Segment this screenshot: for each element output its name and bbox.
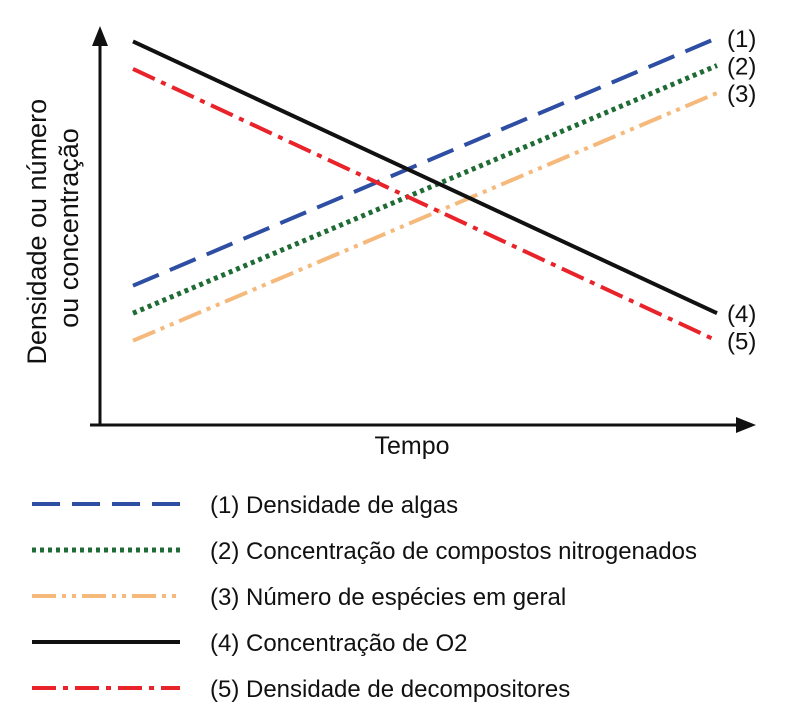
series-end-label-1: (1)	[727, 26, 756, 53]
legend-label-2: (2) Concentração de compostos nitrogenad…	[210, 538, 697, 565]
series-line-4	[132, 39, 718, 316]
y-axis-label: Densidade ou número ou concentração	[22, 91, 84, 364]
legend-label-1: (1) Densidade de algas	[210, 492, 458, 519]
series-end-label-5: (5)	[727, 329, 756, 356]
series-end-label-4: (4)	[727, 301, 756, 328]
series-line-1	[132, 36, 718, 288]
series-layer	[132, 36, 718, 343]
series-line-5	[132, 67, 718, 343]
legend-label-5: (5) Densidade de decompositores	[210, 676, 570, 703]
legend: (1) Densidade de algas (2) Concentração d…	[32, 492, 697, 703]
x-axis-label: Tempo	[374, 432, 449, 460]
legend-label-3: (3) Número de espécies em geral	[210, 584, 566, 611]
series-end-label-3: (3)	[727, 81, 756, 108]
end-labels: (1)(2)(3) (4)(5)	[727, 26, 756, 356]
series-line-2	[132, 63, 718, 316]
x-axis-arrow	[736, 417, 756, 433]
y-axis-arrow	[92, 26, 108, 46]
series-line-3	[132, 91, 718, 343]
y-axis-label-line-1: Densidade ou número	[22, 99, 52, 365]
y-axis-label-line-2: ou concentração	[54, 128, 84, 328]
series-end-label-2: (2)	[727, 54, 756, 81]
legend-label-4: (4) Concentração de O2	[210, 630, 467, 657]
axes	[90, 26, 756, 433]
